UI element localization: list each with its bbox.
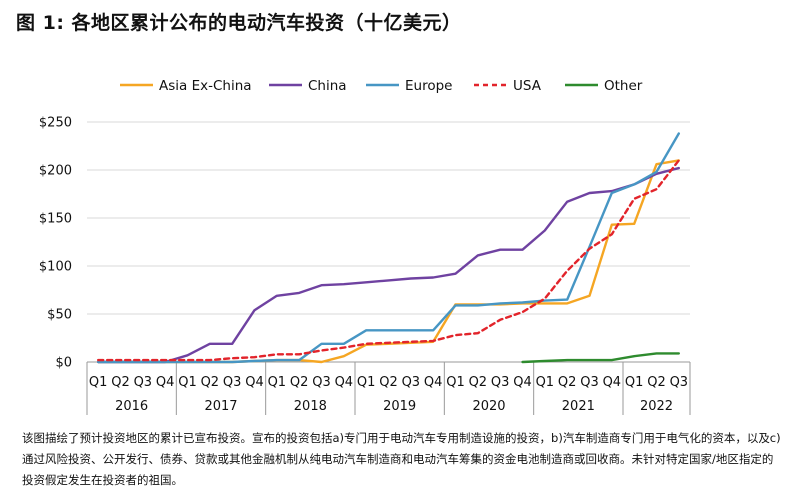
y-tick-label: $250 [39,116,72,131]
legend-label: Other [604,78,643,94]
series-lines [97,132,680,364]
x-tick-quarter: Q4 [245,375,264,390]
x-tick-year: 2017 [204,399,237,414]
y-tick-label: $0 [55,356,72,371]
x-tick-quarter: Q4 [335,375,354,390]
x-tick-quarter: Q2 [558,375,577,390]
x-tick-year: 2019 [383,399,416,414]
series-line-china [97,166,680,364]
x-tick-year: 2018 [294,399,327,414]
x-tick-year: 2016 [115,399,148,414]
series-line-asia-ex-china [97,159,680,364]
x-tick-quarter: Q3 [580,375,599,390]
x-tick-quarter: Q1 [625,375,644,390]
x-tick-quarter: Q4 [156,375,175,390]
series-line-europe [97,132,680,364]
series-line-usa [97,159,680,362]
chart-title: 图 1: 各地区累计公布的电动汽车投资（十亿美元） [16,12,462,34]
y-axis: $0 $50 $100 $150 $200 $250 [39,116,72,371]
legend-label: USA [513,78,542,94]
x-tick-quarter: Q4 [603,375,622,390]
x-tick-quarter: Q2 [469,375,488,390]
y-tick-label: $200 [39,164,72,179]
x-tick-quarter: Q2 [290,375,309,390]
x-tick-quarter: Q1 [89,375,108,390]
x-tick-quarter: Q4 [424,375,443,390]
x-tick-quarter: Q3 [402,375,421,390]
x-tick-quarter: Q3 [312,375,331,390]
x-tick-quarter: Q3 [670,375,689,390]
legend-label: China [308,78,347,94]
y-tick-label: $100 [39,260,72,275]
x-tick-quarter: Q1 [357,375,376,390]
x-tick-quarter: Q1 [268,375,287,390]
x-tick-quarter: Q1 [446,375,465,390]
x-tick-quarter: Q3 [491,375,510,390]
x-tick-quarter: Q2 [201,375,220,390]
x-tick-year: 2022 [640,399,673,414]
x-tick-year: 2020 [472,399,505,414]
x-tick-quarter: Q3 [223,375,242,390]
x-tick-quarter: Q2 [379,375,398,390]
series-line-other [521,352,680,364]
legend: Asia Ex-China China Europe USA Other [120,78,643,94]
line-chart: Asia Ex-China China Europe USA Other $0 $50 $1… [39,78,691,415]
x-tick-quarter: Q1 [536,375,555,390]
x-tick-quarter: Q3 [134,375,153,390]
y-tick-label: $150 [39,212,72,227]
x-tick-quarter: Q2 [647,375,666,390]
x-tick-quarter: Q2 [111,375,130,390]
x-tick-quarter: Q1 [178,375,197,390]
legend-label: Asia Ex-China [159,78,252,94]
footnote: 该图描绘了预计投资地区的累计已宣布投资。宣布的投资包括a)专门用于电动汽车专用制… [22,431,781,487]
y-tick-label: $50 [47,308,72,323]
x-tick-quarter: Q4 [513,375,532,390]
x-axis: Q1 Q2 Q3 Q4 Q1 Q2 Q3 Q4 Q1 Q2 Q3 Q4 Q1 Q2 Q3 Q4 Q1 Q2 Q3 Q4… [86,362,691,415]
x-tick-year: 2021 [562,399,595,414]
legend-label: Europe [405,78,452,94]
